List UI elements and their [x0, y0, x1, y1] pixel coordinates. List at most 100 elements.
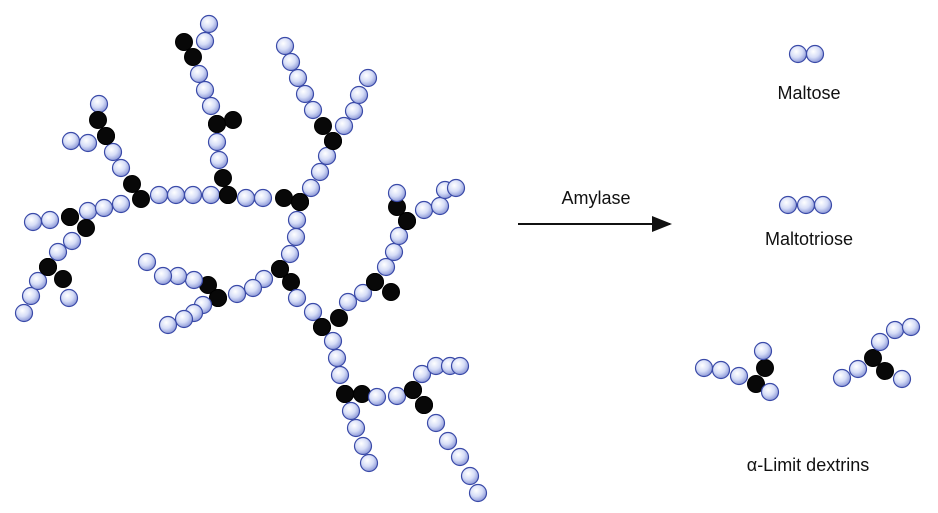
- branch-point-residue: [175, 33, 193, 51]
- branch-point-residue: [382, 283, 400, 301]
- glucose-residue: [21, 286, 41, 306]
- branch-point-residue: [54, 270, 72, 288]
- glucose-residue: [359, 453, 379, 473]
- branch-point-residue: [756, 359, 774, 377]
- maltose-label: Maltose: [777, 83, 840, 103]
- glucose-residue: [195, 80, 215, 100]
- glucose-residue: [243, 278, 263, 298]
- glucose-residue: [281, 52, 301, 72]
- branch-point-residue: [184, 48, 202, 66]
- limit-dextrin-molecule: [832, 317, 921, 389]
- glucose-residue: [153, 266, 173, 286]
- glucose-residue: [236, 188, 256, 208]
- glucose-residue: [468, 483, 488, 503]
- glucose-residue: [149, 185, 169, 205]
- glucose-residue: [301, 178, 321, 198]
- glucose-residue: [349, 85, 369, 105]
- glucose-residue: [48, 242, 68, 262]
- limit-dextrin-molecule: [694, 341, 780, 402]
- glucose-residue: [341, 401, 361, 421]
- branch-point-residue: [271, 260, 289, 278]
- glucose-residue: [227, 284, 247, 304]
- glucose-residue: [78, 201, 98, 221]
- glucose-residue: [460, 466, 480, 486]
- glucose-residue: [323, 331, 343, 351]
- glucose-residue: [280, 244, 300, 264]
- branch-point-residue: [77, 219, 95, 237]
- branch-point-residue: [224, 111, 242, 129]
- glucose-residue: [344, 101, 364, 121]
- branch-point-residue: [324, 132, 342, 150]
- glucose-residue: [327, 348, 347, 368]
- branch-point-residue: [314, 117, 332, 135]
- branch-point-residue: [330, 309, 348, 327]
- glucose-residue: [199, 14, 219, 34]
- glucose-residue: [778, 195, 798, 215]
- glucose-residue: [358, 68, 378, 88]
- glucose-residue: [158, 315, 178, 335]
- branch-point-residue: [366, 273, 384, 291]
- glucose-residue: [209, 150, 229, 170]
- glucose-residue: [94, 198, 114, 218]
- glucose-residue: [353, 283, 373, 303]
- branch-point-residue: [219, 186, 237, 204]
- glucose-residue: [59, 288, 79, 308]
- branch-point-residue: [123, 175, 141, 193]
- glucose-residue: [23, 212, 43, 232]
- branch-point-residue: [876, 362, 894, 380]
- glucose-residue: [28, 271, 48, 291]
- branch-point-residue: [747, 375, 765, 393]
- glucose-residue: [901, 317, 921, 337]
- reaction-arrow-group: Amylase: [518, 188, 672, 232]
- glucose-residue: [166, 185, 186, 205]
- branched-polysaccharide: [14, 14, 488, 503]
- glucose-residue: [885, 320, 905, 340]
- branch-point-residue: [61, 208, 79, 226]
- glucose-residue: [384, 242, 404, 262]
- branch-point-residue: [291, 193, 309, 211]
- glucose-residue: [450, 356, 470, 376]
- glucose-residue: [353, 436, 373, 456]
- branch-point-residue: [336, 385, 354, 403]
- glucose-residue: [111, 158, 131, 178]
- glucose-residue: [414, 200, 434, 220]
- glucose-residue: [330, 365, 350, 385]
- glucose-residue: [14, 303, 34, 323]
- maltose-molecule: [788, 44, 825, 64]
- glucose-residue: [760, 382, 780, 402]
- glucose-residue: [295, 84, 315, 104]
- branch-point-residue: [415, 396, 433, 414]
- branch-point-residue: [313, 318, 331, 336]
- glucose-residue: [426, 413, 446, 433]
- glucose-residue: [446, 178, 466, 198]
- branch-point-residue: [209, 289, 227, 307]
- branch-point-residue: [398, 212, 416, 230]
- branch-point-residue: [864, 349, 882, 367]
- branch-point-residue: [404, 381, 422, 399]
- glucose-residue: [334, 116, 354, 136]
- glucose-residue: [253, 188, 273, 208]
- glucose-residue: [62, 231, 82, 251]
- glucose-residue: [78, 133, 98, 153]
- glucose-residue: [103, 142, 123, 162]
- branch-point-residue: [97, 127, 115, 145]
- branch-point-residue: [39, 258, 57, 276]
- glucose-residue: [184, 270, 204, 290]
- glucose-residue: [805, 44, 825, 64]
- glucose-residue: [376, 257, 396, 277]
- glucose-residue: [892, 369, 912, 389]
- glucose-residue: [346, 418, 366, 438]
- glucose-residue: [387, 183, 407, 203]
- glucose-residue: [195, 31, 215, 51]
- glucose-residue: [729, 366, 749, 386]
- glucose-residue: [832, 368, 852, 388]
- glucose-residue: [40, 210, 60, 230]
- glucose-residue: [89, 94, 109, 114]
- glucose-residue: [201, 185, 221, 205]
- branch-point-residue: [214, 169, 232, 187]
- glucose-residue: [303, 100, 323, 120]
- glucose-residue: [387, 386, 407, 406]
- glucose-residue: [137, 252, 157, 272]
- glucose-residue: [303, 302, 323, 322]
